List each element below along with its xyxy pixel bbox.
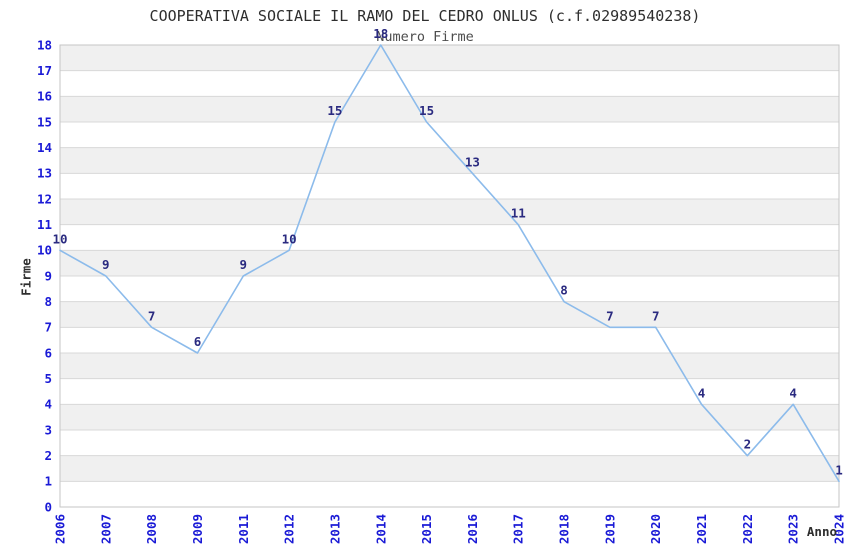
svg-text:10: 10 [37,243,52,258]
series-line [59,44,840,483]
svg-text:7: 7 [652,308,660,323]
svg-text:2019: 2019 [602,514,617,544]
svg-text:17: 17 [37,63,52,78]
svg-text:9: 9 [102,257,110,272]
svg-text:11: 11 [37,217,52,232]
svg-text:15: 15 [419,103,434,118]
svg-text:9: 9 [44,268,52,283]
svg-text:2014: 2014 [373,514,388,544]
svg-text:8: 8 [560,283,568,298]
svg-text:2017: 2017 [511,514,526,544]
svg-text:15: 15 [37,114,52,129]
svg-text:2021: 2021 [694,514,709,544]
svg-text:4: 4 [698,385,706,400]
svg-text:2016: 2016 [465,514,480,544]
svg-text:2009: 2009 [190,514,205,544]
svg-text:2008: 2008 [144,514,159,544]
svg-text:13: 13 [465,154,480,169]
svg-text:13: 13 [37,166,52,181]
y-axis-title: Firme [18,258,34,296]
svg-text:4: 4 [44,397,52,412]
svg-text:14: 14 [37,140,52,155]
x-tick-labels: 2006 2007 2008 2009 2011 2012 2013 2014 2015 2016… [53,514,847,544]
gridlines [60,44,839,508]
svg-text:2020: 2020 [648,514,663,544]
svg-text:3: 3 [44,422,52,437]
svg-text:18: 18 [373,26,388,41]
svg-text:2006: 2006 [53,514,68,544]
svg-text:0: 0 [44,499,52,514]
svg-text:2012: 2012 [282,514,297,544]
svg-text:8: 8 [44,294,52,309]
svg-text:16: 16 [37,89,52,104]
svg-text:4: 4 [789,385,797,400]
svg-text:1: 1 [44,474,52,489]
data-labels: 10 9 7 6 9 10 15 18 15 13 11 8 7 7 4 2 4 1 [52,26,842,477]
svg-text:6: 6 [44,345,52,360]
plot-border [59,44,840,508]
svg-text:2: 2 [44,448,52,463]
svg-text:1: 1 [835,462,843,477]
plot-bands [60,45,839,507]
svg-text:5: 5 [44,371,52,386]
svg-text:10: 10 [282,231,297,246]
svg-text:6: 6 [194,334,202,349]
svg-text:2023: 2023 [786,514,801,544]
svg-text:12: 12 [37,191,52,206]
svg-text:18: 18 [37,37,52,52]
svg-text:2022: 2022 [740,514,755,544]
svg-text:10: 10 [52,231,67,246]
svg-text:2007: 2007 [98,514,113,544]
svg-text:2013: 2013 [327,514,342,544]
svg-text:9: 9 [240,257,248,272]
x-axis-title: Anno [806,524,837,539]
svg-text:7: 7 [606,308,614,323]
svg-text:2018: 2018 [557,514,572,544]
chart-title: COOPERATIVA SOCIALE IL RAMO DEL CEDRO ON… [149,7,701,25]
svg-text:7: 7 [148,308,156,323]
chart-subtitle: Numero Firme [376,29,474,45]
svg-text:11: 11 [511,206,526,221]
svg-text:7: 7 [44,320,52,335]
svg-text:2011: 2011 [236,514,251,544]
svg-text:2015: 2015 [419,514,434,544]
svg-text:2024: 2024 [832,514,847,544]
svg-text:15: 15 [327,103,342,118]
svg-text:2: 2 [744,437,752,452]
